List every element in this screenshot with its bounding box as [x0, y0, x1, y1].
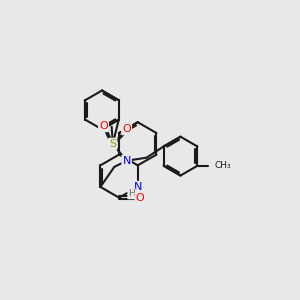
Text: S: S [109, 139, 116, 149]
Text: H: H [128, 189, 135, 198]
Text: N: N [122, 156, 131, 166]
Text: O: O [136, 193, 144, 203]
Text: CH₃: CH₃ [214, 161, 231, 170]
Text: O: O [122, 124, 131, 134]
Text: N: N [134, 182, 142, 192]
Text: O: O [99, 121, 108, 131]
